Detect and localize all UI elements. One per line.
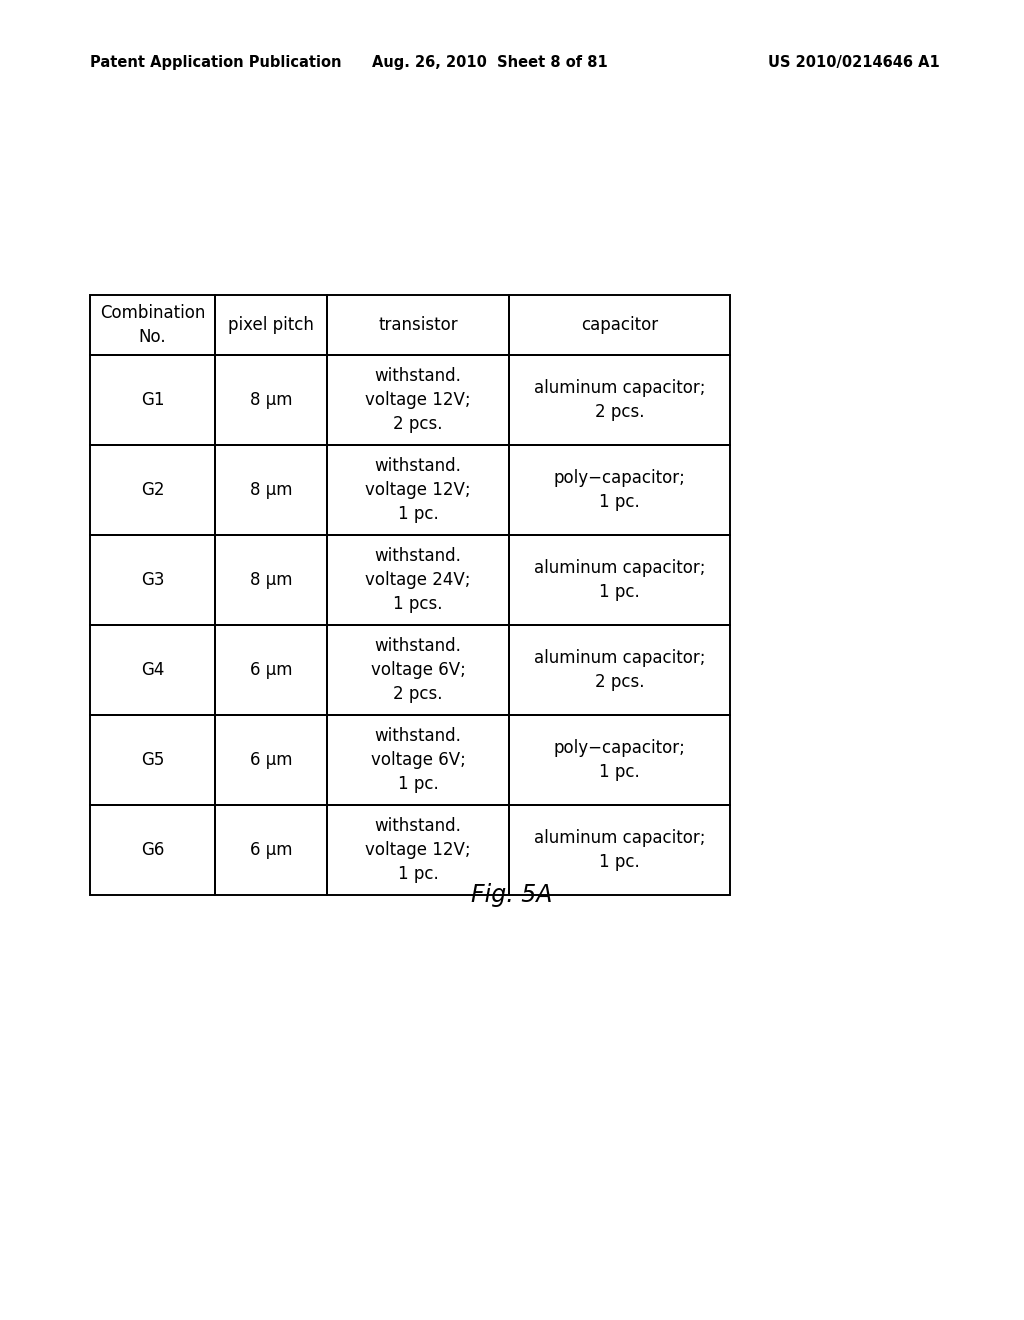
- Bar: [90, 294, 215, 355]
- Text: G4: G4: [140, 661, 164, 678]
- Text: 8 μm: 8 μm: [250, 480, 292, 499]
- Text: aluminum capacitor;
1 pc.: aluminum capacitor; 1 pc.: [534, 829, 706, 871]
- Text: G5: G5: [140, 751, 164, 770]
- Bar: [509, 535, 730, 624]
- Text: poly−capacitor;
1 pc.: poly−capacitor; 1 pc.: [554, 739, 685, 781]
- Text: withstand.
voltage 12V;
2 pcs.: withstand. voltage 12V; 2 pcs.: [366, 367, 471, 433]
- Text: 6 μm: 6 μm: [250, 661, 292, 678]
- Text: 6 μm: 6 μm: [250, 751, 292, 770]
- Bar: [509, 294, 730, 355]
- Text: US 2010/0214646 A1: US 2010/0214646 A1: [768, 54, 940, 70]
- Text: withstand.
voltage 12V;
1 pc.: withstand. voltage 12V; 1 pc.: [366, 817, 471, 883]
- Bar: [90, 445, 215, 535]
- Bar: [509, 715, 730, 805]
- Bar: [509, 805, 730, 895]
- Text: aluminum capacitor;
2 pcs.: aluminum capacitor; 2 pcs.: [534, 379, 706, 421]
- Bar: [327, 624, 509, 715]
- Text: G2: G2: [140, 480, 164, 499]
- Bar: [215, 715, 327, 805]
- Text: withstand.
voltage 12V;
1 pc.: withstand. voltage 12V; 1 pc.: [366, 458, 471, 523]
- Text: 8 μm: 8 μm: [250, 572, 292, 589]
- Text: Combination
No.: Combination No.: [99, 304, 205, 346]
- Bar: [215, 805, 327, 895]
- Bar: [215, 535, 327, 624]
- Bar: [327, 715, 509, 805]
- Bar: [90, 624, 215, 715]
- Bar: [215, 624, 327, 715]
- Bar: [327, 445, 509, 535]
- Text: G1: G1: [140, 391, 164, 409]
- Text: Aug. 26, 2010  Sheet 8 of 81: Aug. 26, 2010 Sheet 8 of 81: [372, 54, 608, 70]
- Bar: [90, 715, 215, 805]
- Bar: [215, 445, 327, 535]
- Bar: [509, 355, 730, 445]
- Bar: [215, 294, 327, 355]
- Text: transistor: transistor: [378, 315, 458, 334]
- Bar: [215, 355, 327, 445]
- Bar: [327, 535, 509, 624]
- Text: 6 μm: 6 μm: [250, 841, 292, 859]
- Text: withstand.
voltage 24V;
1 pcs.: withstand. voltage 24V; 1 pcs.: [366, 548, 471, 612]
- Text: pixel pitch: pixel pitch: [228, 315, 313, 334]
- Bar: [327, 355, 509, 445]
- Bar: [90, 535, 215, 624]
- Bar: [327, 294, 509, 355]
- Text: aluminum capacitor;
2 pcs.: aluminum capacitor; 2 pcs.: [534, 649, 706, 690]
- Text: withstand.
voltage 6V;
1 pc.: withstand. voltage 6V; 1 pc.: [371, 727, 466, 792]
- Text: 8 μm: 8 μm: [250, 391, 292, 409]
- Text: poly−capacitor;
1 pc.: poly−capacitor; 1 pc.: [554, 469, 685, 511]
- Text: Patent Application Publication: Patent Application Publication: [90, 54, 341, 70]
- Text: G6: G6: [140, 841, 164, 859]
- Bar: [90, 805, 215, 895]
- Text: withstand.
voltage 6V;
2 pcs.: withstand. voltage 6V; 2 pcs.: [371, 638, 466, 702]
- Text: Fig. 5A: Fig. 5A: [471, 883, 553, 907]
- Bar: [509, 624, 730, 715]
- Text: aluminum capacitor;
1 pc.: aluminum capacitor; 1 pc.: [534, 560, 706, 601]
- Text: capacitor: capacitor: [581, 315, 658, 334]
- Bar: [327, 805, 509, 895]
- Bar: [509, 445, 730, 535]
- Bar: [90, 355, 215, 445]
- Text: G3: G3: [140, 572, 164, 589]
